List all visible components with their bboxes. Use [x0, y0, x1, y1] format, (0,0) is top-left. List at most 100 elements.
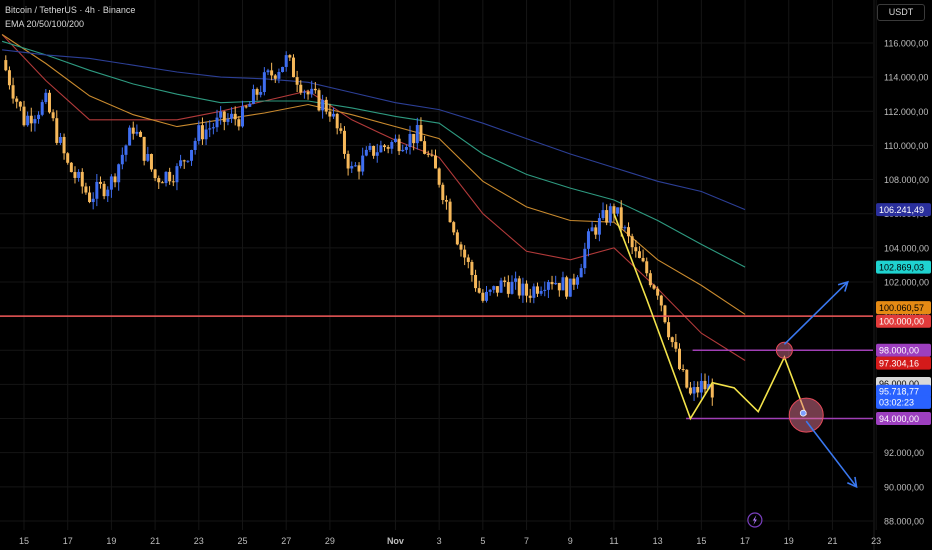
- price-tag-text: 03:02:23: [879, 398, 914, 408]
- arrow-head: [837, 280, 849, 292]
- candle: [55, 118, 59, 143]
- candle: [645, 261, 649, 274]
- candle: [641, 257, 645, 262]
- price-tag-text: 100.060,57: [879, 303, 924, 313]
- candle: [393, 138, 397, 143]
- candle: [200, 125, 204, 140]
- candle: [597, 218, 601, 235]
- candle: [710, 383, 714, 398]
- candle: [659, 295, 663, 306]
- candle: [590, 227, 594, 232]
- candle: [379, 145, 383, 153]
- price-tag: [876, 203, 931, 217]
- price-tag: [876, 395, 931, 409]
- candle: [495, 286, 499, 293]
- candle: [510, 281, 514, 294]
- candle: [91, 198, 95, 203]
- candle: [219, 111, 223, 118]
- candle: [335, 113, 339, 129]
- candle: [601, 210, 605, 219]
- x-tick-label: 21: [827, 536, 837, 546]
- candle: [656, 288, 660, 296]
- candle: [357, 165, 361, 172]
- candle: [270, 70, 274, 76]
- y-tick-label: 116.000,00: [884, 39, 928, 49]
- candle: [525, 283, 529, 296]
- candle: [470, 261, 474, 276]
- candle: [117, 164, 121, 183]
- candle: [583, 248, 587, 269]
- price-tag: [876, 356, 931, 370]
- candle: [492, 286, 496, 290]
- candle: [175, 166, 179, 183]
- candle: [517, 278, 521, 296]
- candle: [215, 117, 219, 128]
- candle: [288, 55, 292, 58]
- candle: [437, 168, 441, 185]
- candle: [350, 166, 354, 169]
- candle: [230, 113, 234, 119]
- ema-line: [1, 34, 746, 315]
- candle: [346, 153, 350, 169]
- candle: [193, 140, 197, 151]
- x-tick-label: 7: [524, 536, 529, 546]
- candle: [321, 99, 325, 111]
- candle: [313, 88, 317, 91]
- candle: [692, 387, 696, 394]
- candle: [637, 251, 641, 258]
- arrow-head: [847, 476, 858, 489]
- candle: [415, 125, 419, 144]
- scenario-arrow: [783, 281, 849, 345]
- candle: [291, 57, 295, 78]
- candle: [499, 280, 503, 293]
- candle: [612, 206, 616, 214]
- price-tag: [876, 343, 931, 357]
- candle: [233, 113, 237, 120]
- x-tick-label: 5: [480, 536, 485, 546]
- candle: [88, 192, 92, 203]
- lightning-icon[interactable]: [747, 512, 763, 528]
- candle: [153, 169, 157, 179]
- ema-line: [1, 34, 746, 361]
- projection-path: [613, 213, 807, 421]
- candle: [353, 165, 357, 167]
- price-tag: [876, 314, 931, 328]
- candle: [652, 285, 656, 289]
- candle: [106, 189, 110, 197]
- candle: [546, 282, 550, 290]
- candle: [208, 128, 212, 130]
- candle: [364, 149, 368, 156]
- candle: [408, 133, 412, 148]
- candle: [572, 278, 576, 285]
- candle: [466, 257, 470, 262]
- currency-button[interactable]: USDT: [877, 4, 925, 21]
- price-tag: [876, 384, 931, 398]
- candle: [306, 91, 310, 95]
- candle: [222, 111, 226, 122]
- x-tick-label: 9: [568, 536, 573, 546]
- candle: [295, 77, 299, 85]
- candle: [73, 172, 77, 178]
- candle: [670, 337, 674, 343]
- candle: [328, 111, 332, 117]
- chart-title: Bitcoin / TetherUS · 4h · Binance: [5, 5, 136, 15]
- candle: [674, 342, 678, 349]
- candle: [532, 286, 536, 298]
- candle: [561, 277, 565, 291]
- candle: [51, 112, 55, 119]
- candle: [696, 387, 700, 393]
- candle: [237, 119, 241, 127]
- candle: [273, 75, 277, 79]
- x-tick-label: 17: [740, 536, 750, 546]
- candle: [383, 145, 387, 148]
- candle: [149, 154, 153, 170]
- candle: [179, 160, 183, 167]
- target-circle: [775, 341, 793, 359]
- x-tick-label: 13: [653, 536, 663, 546]
- price-tag-text: 95.718,77: [879, 387, 919, 397]
- candle: [616, 207, 620, 214]
- candle: [266, 70, 270, 73]
- indicator-legend[interactable]: EMA 20/50/100/200: [5, 19, 85, 29]
